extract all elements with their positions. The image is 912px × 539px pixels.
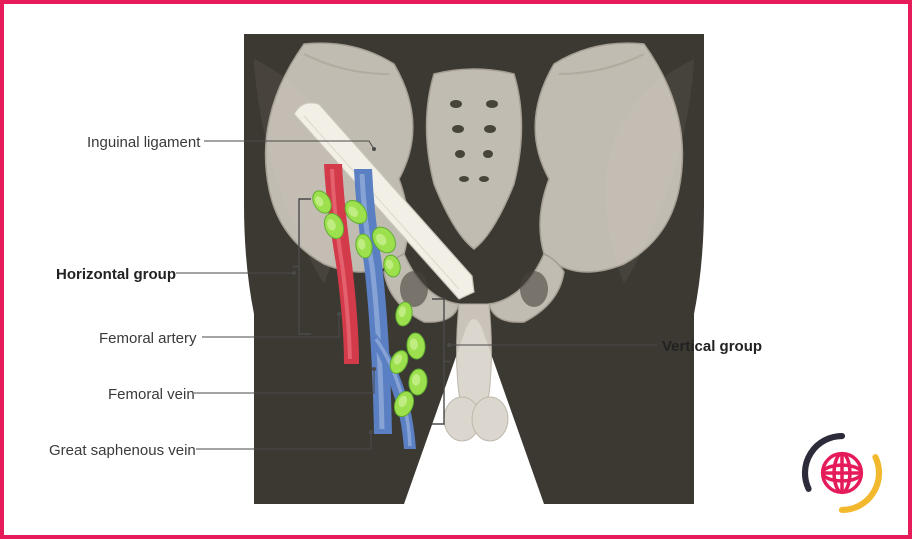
label-great-saphenous-vein: Great saphenous vein (49, 442, 196, 459)
label-horizontal-group: Horizontal group (56, 266, 176, 283)
label-vertical-group: Vertical group (662, 338, 762, 355)
label-femoral-artery: Femoral artery (99, 330, 197, 347)
diagram-frame: Inguinal ligament Horizontal group Femor… (0, 0, 912, 539)
label-inguinal-ligament: Inguinal ligament (87, 134, 200, 151)
globe-logo (798, 429, 886, 517)
label-femoral-vein: Femoral vein (108, 386, 195, 403)
